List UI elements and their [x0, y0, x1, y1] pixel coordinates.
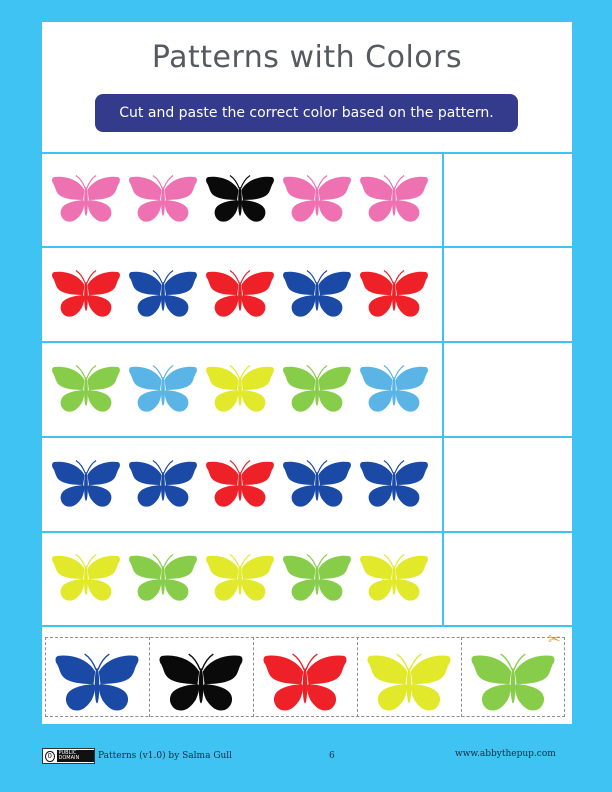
cut-out-red-butterfly-icon[interactable] [261, 652, 349, 716]
scissors-icon: ✂ [548, 630, 561, 648]
answer-cell-3[interactable] [444, 343, 572, 436]
yellow-butterfly-icon [206, 554, 274, 601]
blue-butterfly-icon [283, 460, 351, 507]
blue-butterfly-icon [129, 270, 197, 317]
footer-website[interactable]: www.abbythepup.com [455, 749, 556, 759]
yellow-butterfly-icon [360, 554, 428, 601]
row-divider [42, 341, 572, 343]
row-divider [42, 152, 572, 154]
cut-line [253, 637, 254, 717]
answer-cell-5[interactable] [444, 533, 572, 625]
yellow-butterfly-icon [52, 554, 120, 601]
cut-line [461, 637, 462, 717]
cut-out-border [45, 637, 565, 717]
pink-butterfly-icon [129, 175, 197, 222]
cut-line [357, 637, 358, 717]
cut-out-yellow-butterfly-icon[interactable] [365, 652, 453, 716]
instruction-banner: Cut and paste the correct color based on… [95, 94, 518, 132]
pattern-row-4 [50, 459, 430, 511]
red-butterfly-icon [360, 270, 428, 317]
black-butterfly-icon [206, 175, 274, 222]
cut-out-lime-butterfly-icon[interactable] [469, 652, 557, 716]
sky-butterfly-icon [360, 365, 428, 412]
yellow-butterfly-icon [206, 365, 274, 412]
lime-butterfly-icon [283, 365, 351, 412]
row-divider [42, 436, 572, 438]
pink-butterfly-icon [52, 175, 120, 222]
cut-line [149, 637, 150, 717]
pattern-row-5 [50, 553, 430, 605]
pink-butterfly-icon [283, 175, 351, 222]
red-butterfly-icon [206, 270, 274, 317]
blue-butterfly-icon [52, 460, 120, 507]
answer-cell-2[interactable] [444, 248, 572, 341]
answer-cell-1[interactable] [444, 154, 572, 246]
row-divider [42, 246, 572, 248]
lime-butterfly-icon [129, 554, 197, 601]
pattern-row-2 [50, 269, 430, 321]
badge-label: PUBLIC DOMAIN [56, 750, 94, 762]
lime-butterfly-icon [283, 554, 351, 601]
answer-cell-4[interactable] [444, 438, 572, 531]
blue-butterfly-icon [283, 270, 351, 317]
sky-butterfly-icon [129, 365, 197, 412]
page-title: Patterns with Colors [151, 40, 463, 75]
public-domain-icon: 0 [45, 750, 55, 762]
pink-butterfly-icon [360, 175, 428, 222]
red-butterfly-icon [52, 270, 120, 317]
public-domain-badge: 0 PUBLIC DOMAIN [42, 748, 95, 764]
cut-out-blue-butterfly-icon[interactable] [53, 652, 141, 716]
cut-out-black-butterfly-icon[interactable] [157, 652, 245, 716]
blue-butterfly-icon [129, 460, 197, 507]
pattern-row-3 [50, 364, 430, 416]
footer-credit: Patterns (v1.0) by Salma Gull [98, 751, 233, 761]
instruction-text: Cut and paste the correct color based on… [119, 105, 494, 121]
row-divider [42, 531, 572, 533]
page-number: 6 [329, 751, 335, 761]
row-divider [42, 625, 572, 627]
pattern-row-1 [50, 174, 430, 226]
lime-butterfly-icon [52, 365, 120, 412]
red-butterfly-icon [206, 460, 274, 507]
blue-butterfly-icon [360, 460, 428, 507]
answer-column-divider [442, 153, 444, 626]
